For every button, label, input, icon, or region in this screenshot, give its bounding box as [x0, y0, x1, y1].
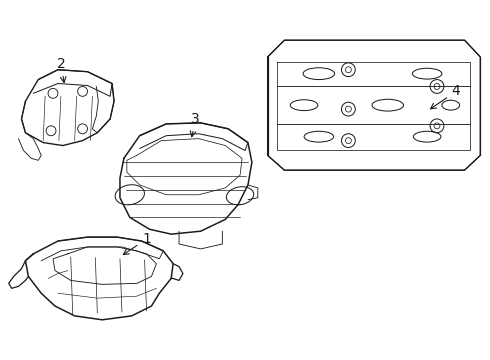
- Text: 3: 3: [190, 112, 200, 137]
- Text: 2: 2: [56, 57, 66, 82]
- Text: 4: 4: [431, 84, 461, 109]
- Text: 1: 1: [123, 232, 151, 255]
